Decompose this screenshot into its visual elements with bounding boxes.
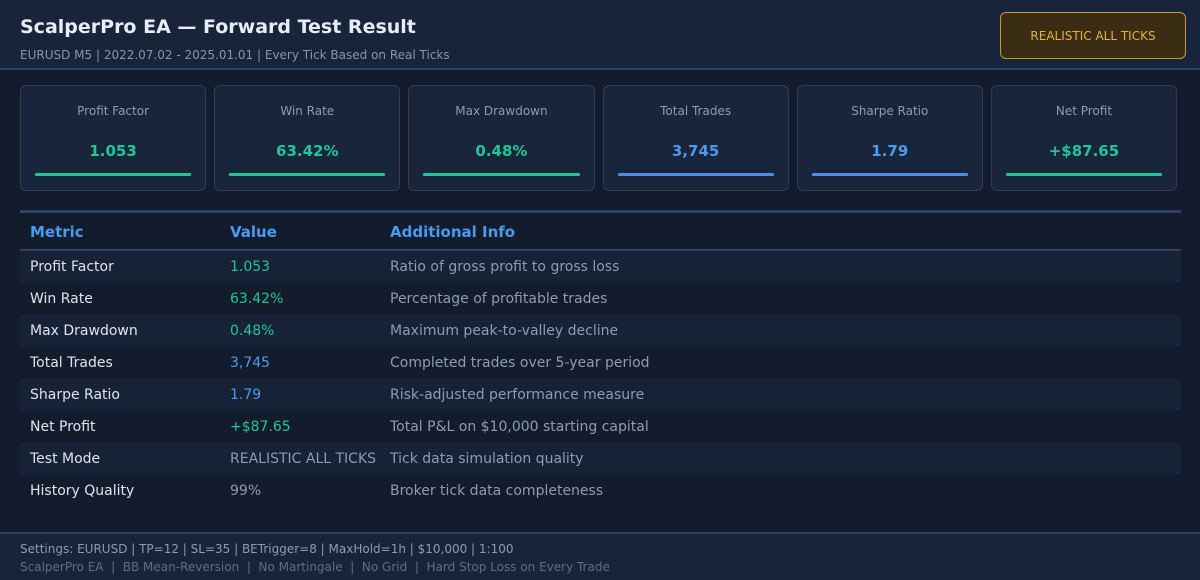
metric-card-accent-bar — [229, 173, 386, 176]
metric-cell: Profit Factor — [30, 259, 114, 275]
metric-card-accent-bar — [617, 173, 774, 176]
metrics-table: Metric Value Additional Info Profit Fact… — [20, 210, 1181, 507]
page-subtitle: EURUSD M5 | 2022.07.02 - 2025.01.01 | Ev… — [20, 48, 450, 62]
metric-cell: History Quality — [30, 483, 135, 499]
info-cell: Completed trades over 5-year period — [390, 355, 650, 371]
table-row: Sharpe Ratio 1.79 Risk-adjusted performa… — [20, 379, 1181, 411]
metric-card-profit-factor: Profit Factor 1.053 — [20, 85, 207, 191]
metric-cell: Net Profit — [30, 419, 96, 435]
metric-card-accent-bar — [811, 173, 968, 176]
table-row: Total Trades 3,745 Completed trades over… — [20, 347, 1181, 379]
metric-card-label: Sharpe Ratio — [851, 104, 929, 118]
metric-cell: Sharpe Ratio — [30, 387, 120, 403]
metric-cell: Total Trades — [30, 355, 113, 371]
column-header-metric: Metric — [30, 223, 84, 241]
info-cell: Tick data simulation quality — [390, 451, 584, 467]
metric-card-value: 63.42% — [276, 142, 339, 160]
table-row: Net Profit +$87.65 Total P&L on $10,000 … — [20, 411, 1181, 443]
value-cell: +$87.65 — [230, 419, 291, 435]
value-cell: 0.48% — [230, 323, 275, 339]
table-row: Profit Factor 1.053 Ratio of gross profi… — [20, 251, 1181, 283]
metric-card-accent-bar — [1005, 173, 1163, 176]
info-cell: Maximum peak-to-valley decline — [390, 323, 619, 339]
metric-card-accent-bar — [423, 173, 580, 176]
metric-card-value: +$87.65 — [1048, 142, 1120, 160]
value-cell: 63.42% — [230, 291, 284, 307]
settings-line: Settings: EURUSD | TP=12 | SL=35 | BETri… — [20, 542, 514, 556]
info-cell: Risk-adjusted performance measure — [390, 387, 645, 403]
value-cell: 3,745 — [230, 355, 271, 371]
metric-card-max-drawdown: Max Drawdown 0.48% — [408, 85, 595, 191]
metric-card-value: 1.053 — [89, 142, 137, 160]
info-cell: Ratio of gross profit to gross loss — [390, 259, 620, 275]
info-cell: Broker tick data completeness — [390, 483, 604, 499]
header: ScalperPro EA — Forward Test Result EURU… — [0, 0, 1200, 70]
metric-card-accent-bar — [35, 173, 192, 176]
table-body: Profit Factor 1.053 Ratio of gross profi… — [20, 251, 1181, 507]
metric-card-value: 0.48% — [475, 142, 528, 160]
table-row: Max Drawdown 0.48% Maximum peak-to-valle… — [20, 315, 1181, 347]
page-title: ScalperPro EA — Forward Test Result — [20, 16, 416, 38]
metric-card-net-profit: Net Profit +$87.65 — [990, 85, 1178, 191]
metric-card-label: Win Rate — [280, 104, 335, 118]
metric-card-sharpe-ratio: Sharpe Ratio 1.79 — [796, 85, 983, 191]
table-header: Metric Value Additional Info — [20, 213, 1181, 251]
metric-cell: Win Rate — [30, 291, 93, 307]
footer: Settings: EURUSD | TP=12 | SL=35 | BETri… — [0, 532, 1200, 580]
info-cell: Total P&L on $10,000 starting capital — [390, 419, 649, 435]
metric-card-label: Max Drawdown — [455, 104, 548, 118]
table-row: Test Mode REALISTIC ALL TICKS Tick data … — [20, 443, 1181, 475]
metric-card-label: Total Trades — [660, 104, 732, 118]
metric-cell: Test Mode — [30, 451, 101, 467]
tagline: ScalperPro EA | BB Mean-Reversion | No M… — [20, 560, 610, 574]
metric-card-total-trades: Total Trades 3,745 — [602, 85, 789, 191]
table-row: History Quality 99% Broker tick data com… — [20, 475, 1181, 507]
value-cell: 1.79 — [230, 387, 262, 403]
mode-badge-button[interactable]: REALISTIC ALL TICKS — [1000, 12, 1186, 59]
table-row: Win Rate 63.42% Percentage of profitable… — [20, 283, 1181, 315]
metric-cell: Max Drawdown — [30, 323, 138, 339]
metric-card-label: Net Profit — [1055, 104, 1113, 118]
column-header-value: Value — [230, 223, 277, 241]
value-cell: 1.053 — [230, 259, 271, 275]
metric-card-win-rate: Win Rate 63.42% — [214, 85, 401, 191]
metric-card-value: 3,745 — [671, 142, 720, 160]
metric-card-value: 1.79 — [871, 142, 909, 160]
metric-card-label: Profit Factor — [77, 104, 150, 118]
info-cell: Percentage of profitable trades — [390, 291, 608, 307]
column-header-info: Additional Info — [390, 223, 516, 241]
metric-cards: Profit Factor 1.053 Win Rate 63.42% Max … — [20, 85, 1178, 191]
value-cell: 99% — [230, 483, 262, 499]
value-cell: REALISTIC ALL TICKS — [230, 451, 377, 467]
